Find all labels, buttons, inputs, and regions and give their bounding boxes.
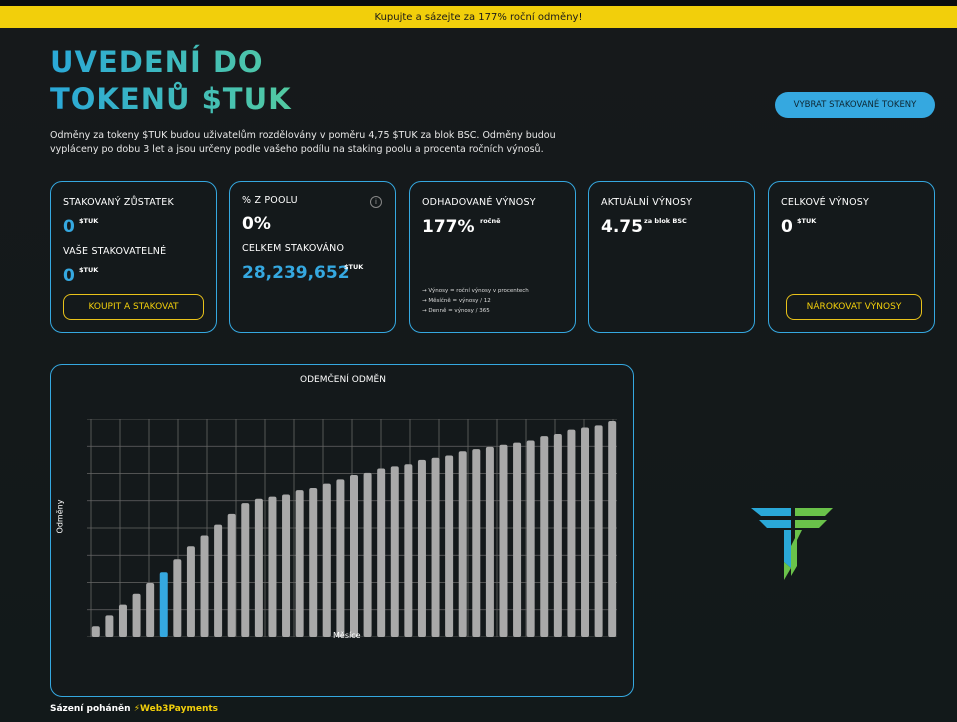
promo-banner-text: Kupujte a sázejte za 177% roční odměny! xyxy=(374,11,583,23)
chart-bar xyxy=(377,468,386,637)
chart-bar xyxy=(581,427,590,637)
chart-bar xyxy=(336,479,345,637)
chart-bar xyxy=(594,425,603,637)
bolt-icon: ⚡ xyxy=(133,704,141,714)
chart-bar xyxy=(282,494,291,637)
chart-bar xyxy=(254,498,263,637)
chart-bar xyxy=(404,464,413,637)
chart-bar xyxy=(186,546,195,637)
pool-card: % Z POOLU i 0% CELKEM STAKOVÁNO 28,239,6… xyxy=(229,181,396,333)
page-title-line2: TOKENŮ $TUK xyxy=(50,82,292,116)
total-staked-value: 28,239,652 xyxy=(242,263,350,283)
formula-line-2: → Měsíčně = výnosy / 12 xyxy=(422,298,491,304)
footer-text: Sázení poháněn xyxy=(50,704,131,714)
footer: Sázení poháněn ⚡Web3Payments xyxy=(50,704,218,714)
current-rewards-suffix: za blok BSC xyxy=(644,217,687,225)
chart-bar xyxy=(118,604,127,637)
chart-bar xyxy=(608,421,617,637)
current-rewards-card: AKTUÁLNÍ VÝNOSY 4.75 za blok BSC xyxy=(588,181,755,333)
total-staked-unit: $TUK xyxy=(344,263,364,271)
tuk-logo-icon xyxy=(751,508,833,580)
promo-banner: Kupujte a sázejte za 177% roční odměny! xyxy=(0,6,957,28)
balance-card: STAKOVANÝ ZŮSTATEK 0 $TUK VAŠE STAKOVATE… xyxy=(50,181,217,333)
chart-bar xyxy=(227,513,236,637)
chart-bar xyxy=(499,444,508,637)
estimated-rewards-suffix: ročně xyxy=(480,217,501,225)
estimated-rewards-label: ODHADOVANÉ VÝNOSY xyxy=(422,197,536,208)
total-rewards-unit: $TUK xyxy=(797,217,817,225)
chart-bar xyxy=(390,466,399,637)
chart-bar xyxy=(363,472,372,637)
chart-bar xyxy=(513,442,522,637)
chart-bar xyxy=(91,626,100,637)
chart-bar xyxy=(132,593,141,637)
total-rewards-card: CELKOVÉ VÝNOSY 0 $TUK NÁROKOVAT VÝNOSY xyxy=(768,181,935,333)
chart-bar xyxy=(485,446,494,637)
pool-percent-value: 0% xyxy=(242,214,271,234)
chart-bar xyxy=(553,433,562,637)
stakeable-value: 0 xyxy=(63,266,75,286)
formula-line-1: → Výnosy = roční výnosy v procentech xyxy=(422,288,529,294)
chart-title: ODEMČENÍ ODMĚN xyxy=(300,375,386,385)
page-title: UVEDENÍ DO TOKENŮ $TUK xyxy=(50,44,370,118)
chart-bar xyxy=(540,436,549,637)
chart-x-label: Měsíce xyxy=(333,631,361,640)
chart-bar xyxy=(567,429,576,637)
staked-balance-label: STAKOVANÝ ZŮSTATEK xyxy=(63,197,174,208)
chart-bar xyxy=(431,457,440,637)
chart-bar xyxy=(200,535,209,637)
chart-bar xyxy=(526,440,535,637)
chart-bar xyxy=(445,455,454,637)
chart-bar xyxy=(472,449,481,637)
claim-rewards-button[interactable]: NÁROKOVAT VÝNOSY xyxy=(786,294,922,320)
pool-percent-label: % Z POOLU xyxy=(242,195,298,206)
chart-bar xyxy=(241,503,250,637)
total-staked-label: CELKEM STAKOVÁNO xyxy=(242,243,345,254)
chart-bar xyxy=(159,572,168,637)
buy-and-stake-button[interactable]: KOUPIT A STAKOVAT xyxy=(63,294,204,320)
estimated-rewards-card: ODHADOVANÉ VÝNOSY 177% ročně → Výnosy = … xyxy=(409,181,576,333)
stakeable-unit: $TUK xyxy=(79,266,99,274)
rewards-unlock-chart: ODEMČENÍ ODMĚN Odměny Měsíce xyxy=(50,364,634,697)
chart-bar xyxy=(146,583,155,637)
chart-y-label: Odměny xyxy=(55,499,65,534)
chart-plot xyxy=(87,419,617,637)
chart-bar xyxy=(214,524,223,637)
chart-bar xyxy=(309,487,318,637)
chart-bar xyxy=(268,496,277,637)
chart-bar xyxy=(105,615,114,637)
staked-balance-value: 0 xyxy=(63,217,75,237)
chart-bar xyxy=(322,483,331,637)
top-edge xyxy=(0,0,957,6)
estimated-rewards-value: 177% xyxy=(422,217,475,237)
current-rewards-value: 4.75 xyxy=(601,217,643,237)
chart-bar xyxy=(458,451,467,637)
total-rewards-label: CELKOVÉ VÝNOSY xyxy=(781,197,869,208)
stakeable-label: VAŠE STAKOVATELNÉ xyxy=(63,246,167,257)
info-icon[interactable]: i xyxy=(370,196,382,208)
footer-brand-link[interactable]: Web3Payments xyxy=(140,704,219,714)
intro-text: Odměny za tokeny $TUK budou uživatelům r… xyxy=(50,130,556,155)
staked-balance-unit: $TUK xyxy=(79,217,99,225)
chart-bar xyxy=(417,459,426,637)
formula-line-3: → Denně = výnosy / 365 xyxy=(422,308,490,314)
chart-bar xyxy=(173,559,182,637)
total-rewards-value: 0 xyxy=(781,217,793,237)
chart-bar xyxy=(350,475,358,637)
current-rewards-label: AKTUÁLNÍ VÝNOSY xyxy=(601,197,693,208)
select-staked-tokens-button[interactable]: VYBRAT STAKOVANÉ TOKENY xyxy=(775,92,935,118)
chart-bar xyxy=(295,490,304,637)
page-title-line1: UVEDENÍ DO xyxy=(50,45,264,79)
